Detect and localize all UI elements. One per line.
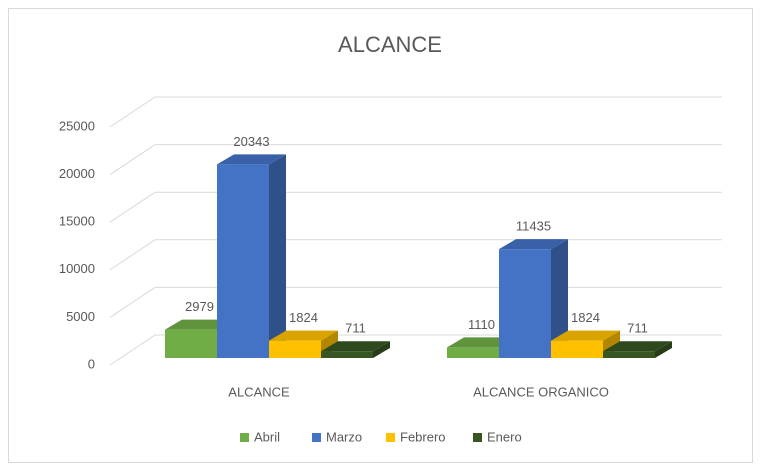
grid-line	[109, 191, 722, 223]
bar-top	[499, 239, 568, 250]
legend-label: Abril	[254, 429, 280, 444]
legend-label: Enero	[487, 429, 522, 444]
bar-top	[165, 319, 234, 330]
data-label: 711	[345, 321, 366, 336]
x-tick-label: ALCANCE ORGANICO	[473, 384, 609, 399]
bar-top	[551, 330, 620, 341]
bar	[603, 351, 655, 358]
bar	[217, 164, 269, 358]
data-label: 11435	[516, 219, 551, 234]
y-tick-label: 0	[88, 356, 95, 371]
legend-label: Febrero	[400, 429, 446, 444]
data-label: 2979	[185, 299, 214, 314]
bar-top	[447, 337, 516, 348]
bar-side	[373, 341, 390, 358]
grid-line	[109, 144, 722, 176]
bar-top	[217, 154, 286, 165]
x-tick-label: ALCANCE	[228, 384, 290, 399]
legend-swatch	[386, 433, 395, 442]
bar-top	[321, 341, 390, 352]
y-tick-label: 25000	[59, 118, 95, 133]
bar	[447, 347, 499, 358]
bar	[551, 340, 603, 358]
y-tick-label: 20000	[59, 166, 95, 181]
bar-top	[603, 341, 672, 352]
data-label: 1110	[468, 317, 495, 332]
legend-swatch	[312, 433, 321, 442]
grid-line	[109, 96, 722, 128]
y-tick-label: 10000	[59, 261, 95, 276]
bar-side	[655, 341, 672, 358]
y-tick-label: 15000	[59, 214, 95, 229]
chart-border	[8, 8, 753, 463]
data-label: 1824	[289, 310, 318, 325]
legend-swatch	[473, 433, 482, 442]
bar	[269, 340, 321, 358]
bar-top	[269, 330, 338, 341]
data-label: 711	[627, 321, 648, 336]
data-label: 20343	[233, 134, 269, 149]
legend-swatch	[240, 433, 249, 442]
bar-side	[551, 239, 568, 358]
chart-title: ALCANCE	[338, 32, 442, 57]
bar	[321, 351, 373, 358]
legend-label: Marzo	[326, 429, 362, 444]
bar-side	[269, 154, 286, 358]
y-tick-label: 5000	[66, 309, 95, 324]
bar	[165, 329, 217, 358]
data-label: 1824	[571, 310, 600, 325]
bar	[499, 249, 551, 358]
